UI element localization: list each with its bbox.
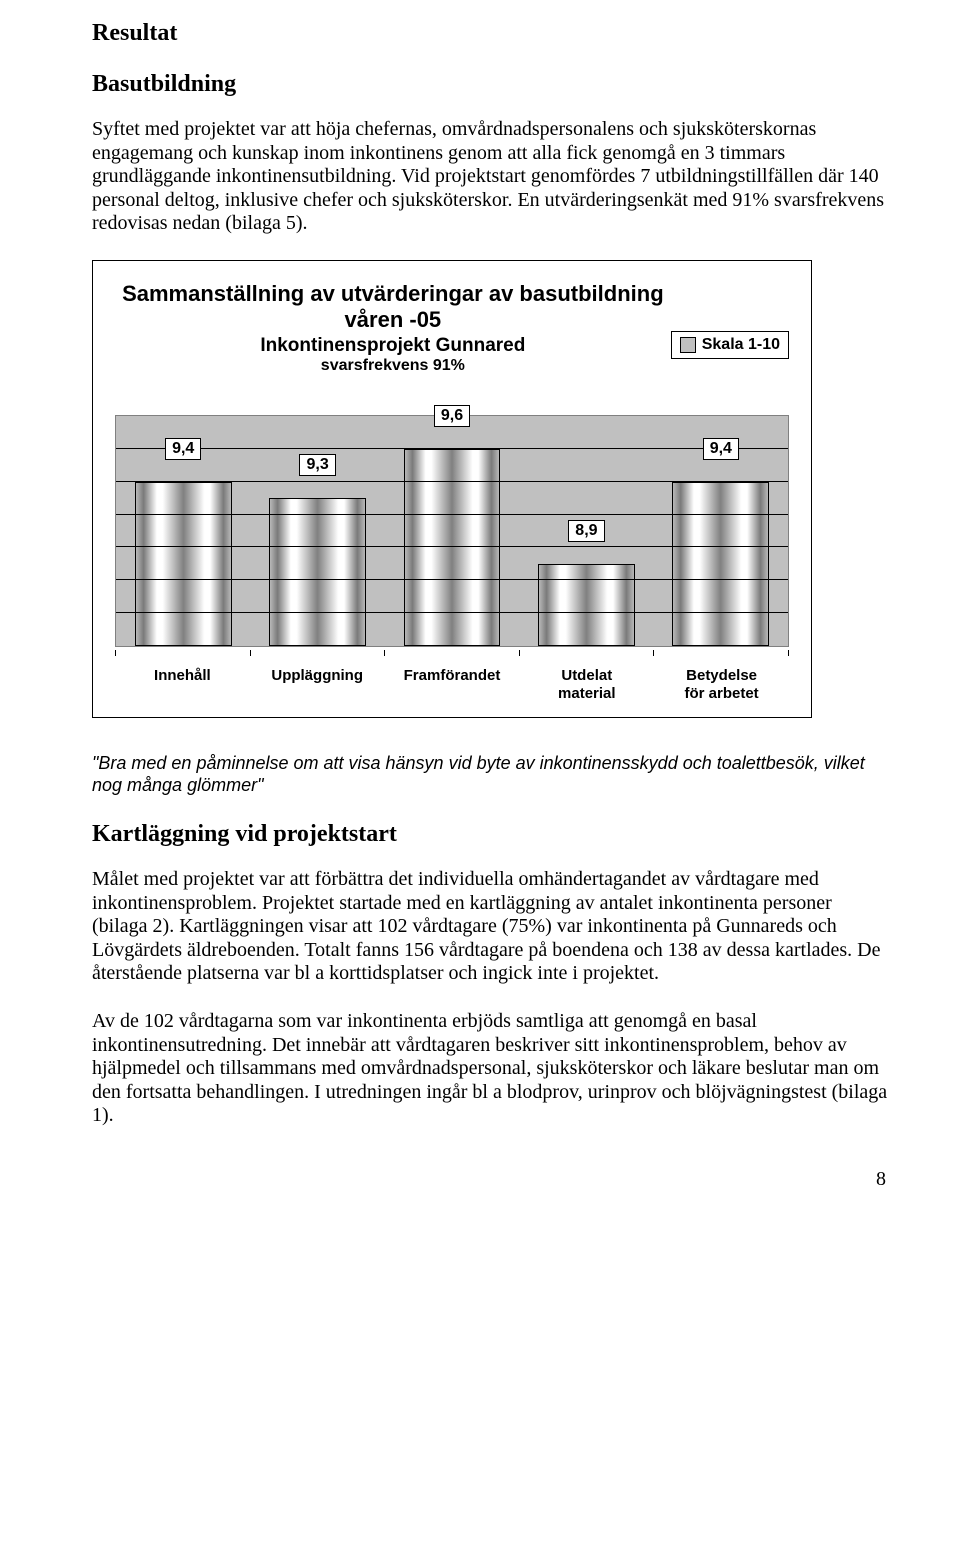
- chart-bar-fill: [136, 483, 231, 645]
- chart-x-axis: InnehållUppläggningFramförandetUtdelatma…: [115, 667, 789, 703]
- heading-resultat: Resultat: [92, 20, 890, 47]
- chart-bar: [135, 482, 232, 646]
- chart-x-label: Betydelseför arbetet: [654, 667, 789, 703]
- chart-gridline: [116, 612, 788, 613]
- chart-title-line4: svarsfrekvens 91%: [115, 357, 671, 375]
- chart-tick: [653, 651, 788, 657]
- chart-x-label: Framförandet: [385, 667, 520, 703]
- heading-kartlaggning: Kartläggning vid projektstart: [92, 821, 890, 848]
- chart-title-group: Sammanställning av utvärderingar av basu…: [115, 281, 671, 375]
- legend-label: Skala 1-10: [702, 336, 780, 354]
- chart-title-line1: Sammanställning av utvärderingar av basu…: [115, 281, 671, 307]
- chart-legend: Skala 1-10: [671, 331, 789, 359]
- chart-x-label: Uppläggning: [250, 667, 385, 703]
- chart-bar-fill: [270, 499, 365, 645]
- chart-x-label: Utdelatmaterial: [519, 667, 654, 703]
- chart-gridline: [116, 514, 788, 515]
- quote-text: "Bra med en påminnelse om att visa hänsy…: [92, 752, 890, 797]
- chart-bar-value-label: 9,4: [165, 438, 201, 460]
- chart-gridline: [116, 546, 788, 547]
- chart-bar: [672, 482, 769, 646]
- chart-bar: [538, 564, 635, 646]
- chart-tick: [250, 651, 385, 657]
- chart-bar-value-label: 9,4: [703, 438, 739, 460]
- document-page: Resultat Basutbildning Syftet med projek…: [0, 0, 960, 1231]
- chart-header: Sammanställning av utvärderingar av basu…: [115, 281, 789, 375]
- page-number: 8: [92, 1168, 890, 1191]
- chart-gridline: [116, 481, 788, 482]
- chart-gridline: [116, 448, 788, 449]
- chart-x-label: Innehåll: [115, 667, 250, 703]
- chart-container: Sammanställning av utvärderingar av basu…: [92, 260, 812, 718]
- chart-bar-fill: [673, 483, 768, 645]
- chart-tick: [115, 651, 250, 657]
- chart-title-line2: våren -05: [115, 307, 671, 333]
- chart-tick-row: [115, 651, 789, 657]
- heading-basutbildning: Basutbildning: [92, 71, 890, 98]
- paragraph-3: Av de 102 vårdtagarna som var inkontinen…: [92, 1010, 890, 1128]
- chart-bar-value-label: 9,6: [434, 405, 470, 427]
- chart-bar-fill: [539, 565, 634, 645]
- chart-bar: [269, 498, 366, 646]
- chart-bar-value-label: 9,3: [299, 454, 335, 476]
- chart-gridline: [116, 579, 788, 580]
- paragraph-intro: Syftet med projektet var att höja chefer…: [92, 118, 890, 236]
- chart-tick: [788, 651, 789, 657]
- legend-swatch-icon: [680, 337, 696, 353]
- chart-plot-area: 9,49,39,68,99,4: [115, 415, 789, 647]
- chart-tick: [519, 651, 654, 657]
- chart-title-line3: Inkontinensprojekt Gunnared: [115, 335, 671, 357]
- paragraph-2: Målet med projektet var att förbättra de…: [92, 868, 890, 986]
- chart-tick: [384, 651, 519, 657]
- chart-bar-value-label: 8,9: [568, 520, 604, 542]
